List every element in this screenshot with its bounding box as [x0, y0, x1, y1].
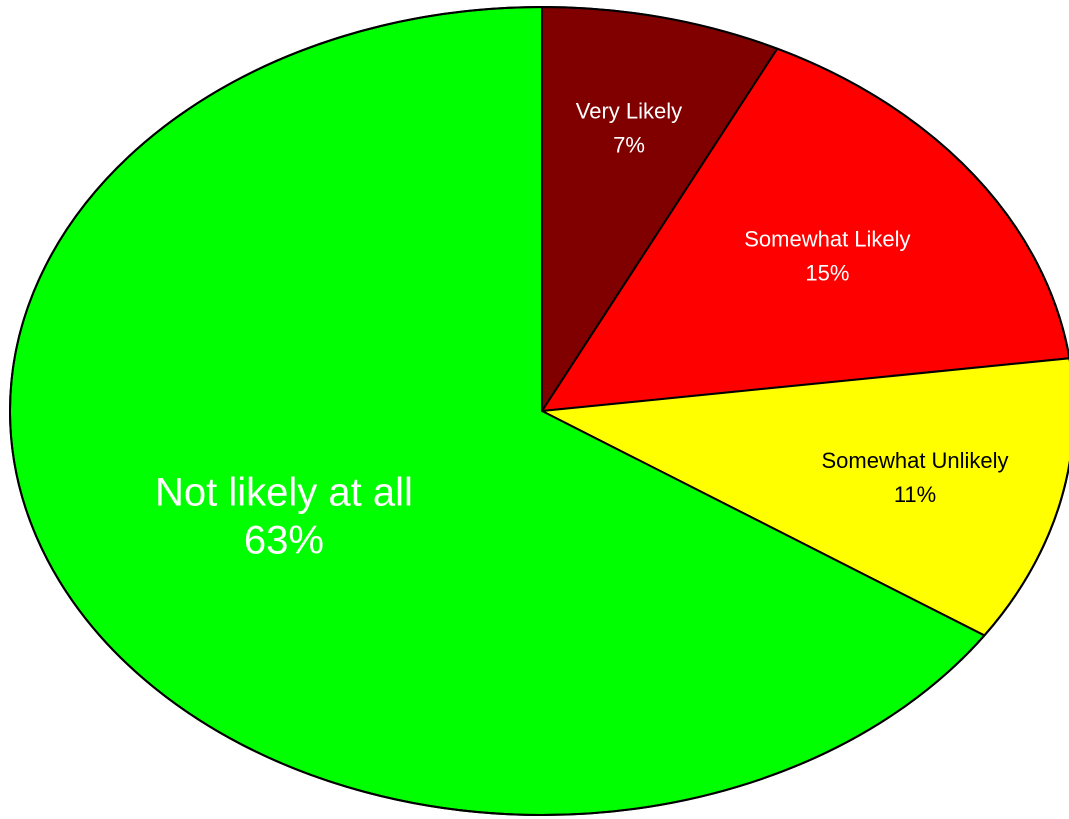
slice-category-label: Somewhat Unlikely — [821, 448, 1008, 473]
pie-slices — [9, 6, 1069, 816]
slice-value-label: 7% — [613, 132, 645, 157]
slice-value-label: 11% — [894, 482, 936, 507]
slice-category-label: Not likely at all — [155, 471, 413, 515]
slice-label-very-likely: Very Likely 7% — [576, 98, 682, 157]
slice-value-label: 15% — [805, 260, 849, 285]
slice-value-label: 63% — [244, 519, 324, 563]
slice-label-somewhat-unlikely: Somewhat Unlikely 11% — [821, 448, 1008, 507]
slice-label-somewhat-likely: Somewhat Likely 15% — [744, 226, 910, 285]
pie-outline — [9, 6, 1069, 816]
slice-category-label: Very Likely — [576, 98, 682, 123]
slice-category-label: Somewhat Likely — [744, 226, 910, 251]
